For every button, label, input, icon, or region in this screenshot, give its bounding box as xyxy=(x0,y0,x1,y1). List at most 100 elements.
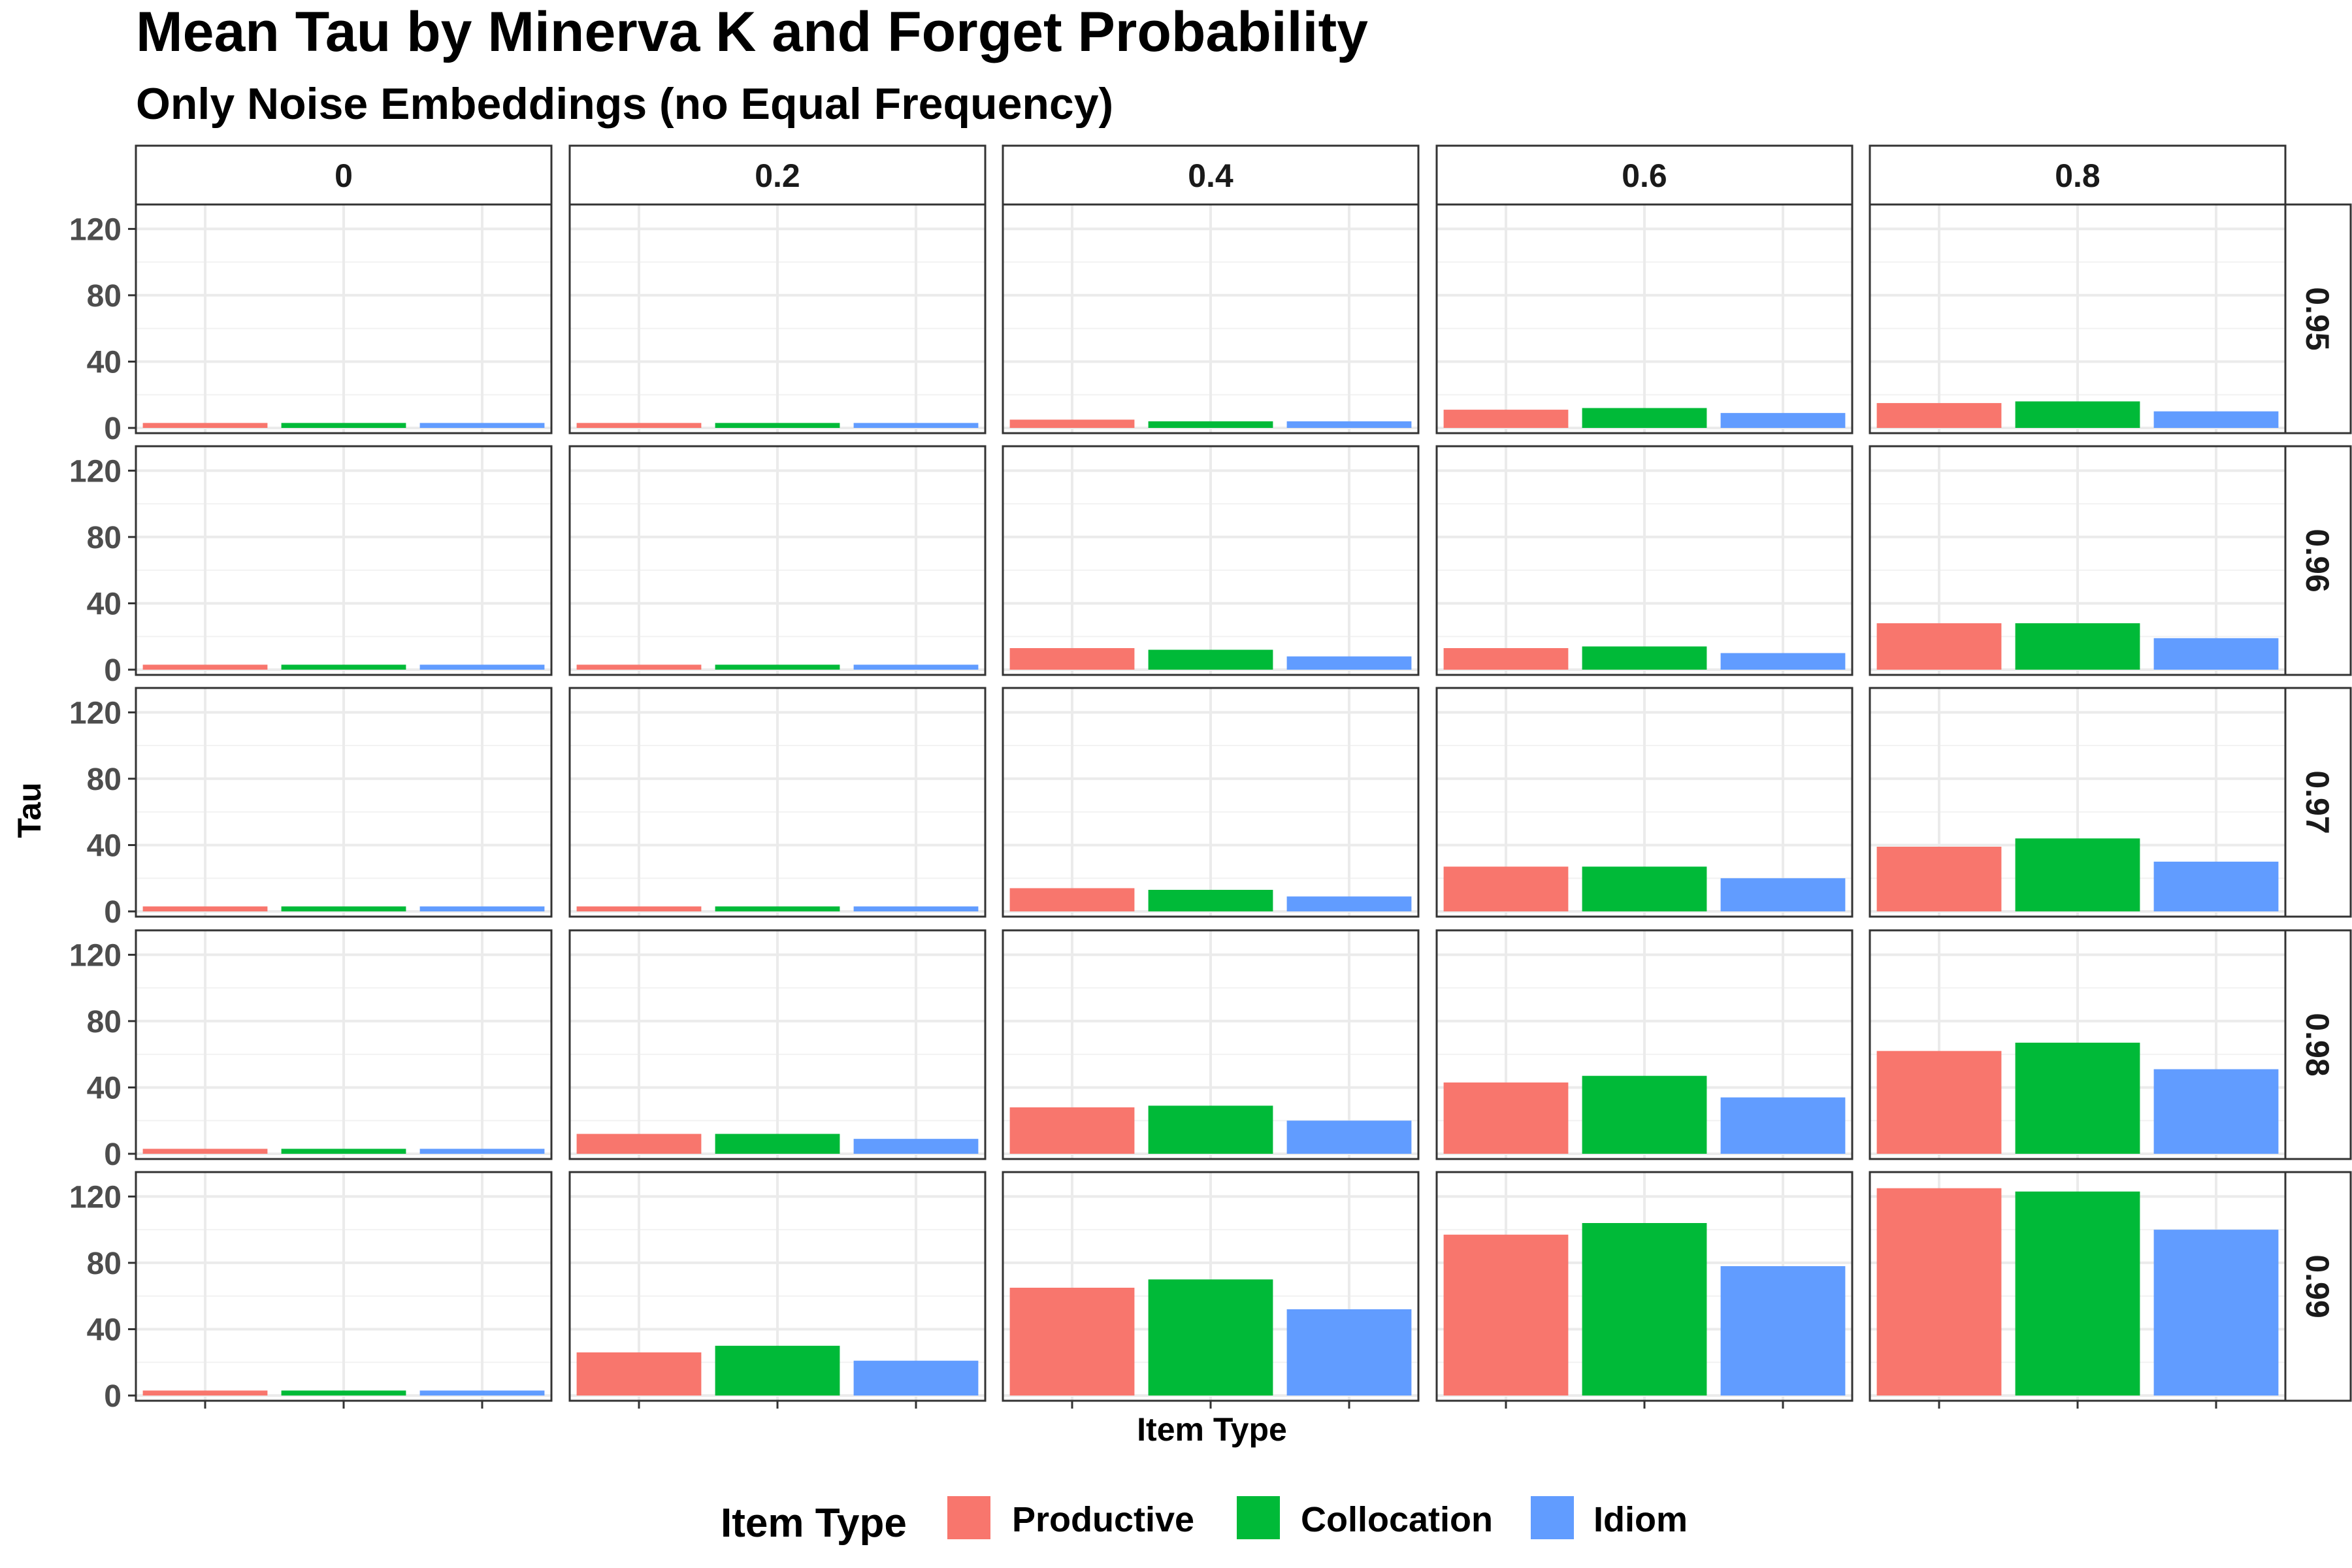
bar-collocation xyxy=(2015,1191,2140,1396)
bar-productive xyxy=(1009,1288,1135,1396)
bar-idiom xyxy=(1720,878,1846,911)
bar-productive xyxy=(1009,648,1135,670)
y-axis-title: Tau xyxy=(11,782,48,838)
row-strip-label: 0.95 xyxy=(2299,287,2336,350)
facet-panel xyxy=(1869,445,2287,676)
facet-panel xyxy=(135,687,553,918)
bar-productive xyxy=(1443,1082,1569,1154)
facet-panel xyxy=(1435,1171,1854,1402)
panel-border xyxy=(1002,445,1420,676)
row-strip-label: 0.96 xyxy=(2299,529,2336,592)
bar-productive xyxy=(142,1149,268,1154)
y-tick-label: 120 xyxy=(69,454,122,489)
column-strip-label: 0.2 xyxy=(755,157,800,194)
column-strip-label: 0.8 xyxy=(2055,157,2100,194)
legend-key-productive xyxy=(947,1496,990,1539)
panel-border xyxy=(135,203,553,434)
bar-idiom xyxy=(419,906,545,911)
bar-productive xyxy=(142,1390,268,1396)
bar-productive xyxy=(576,1134,702,1154)
panel-border xyxy=(135,687,553,918)
y-tick-label: 120 xyxy=(69,938,122,973)
facet-panel xyxy=(135,1171,553,1402)
facet-panel xyxy=(1869,203,2287,434)
row-strip: 0.97 xyxy=(2284,687,2352,918)
bar-collocation xyxy=(715,423,840,428)
bar-collocation xyxy=(715,906,840,911)
column-strip: 0.6 xyxy=(1435,144,1854,206)
row-strip: 0.98 xyxy=(2284,929,2352,1160)
panel-border xyxy=(568,445,987,676)
panel-border xyxy=(1435,929,1854,1160)
bar-idiom xyxy=(1286,421,1412,428)
bar-idiom xyxy=(1286,656,1412,670)
panel-border xyxy=(568,929,987,1160)
bar-collocation xyxy=(1582,1075,1707,1154)
bar-productive xyxy=(1009,888,1135,911)
facet-panel xyxy=(568,1171,987,1402)
panel-border xyxy=(1002,203,1420,434)
bar-collocation xyxy=(1582,408,1707,428)
y-tick-label: 40 xyxy=(87,1071,122,1105)
bar-productive xyxy=(1443,648,1569,670)
panel-border xyxy=(1869,1171,2287,1402)
facet-panel xyxy=(1869,929,2287,1160)
panel-border xyxy=(568,687,987,918)
bar-productive xyxy=(1876,1051,2002,1154)
facet-panel xyxy=(568,203,987,434)
column-strip-label: 0.6 xyxy=(1622,157,1667,194)
panel-border xyxy=(1435,687,1854,918)
panel-border xyxy=(1869,445,2287,676)
facet-panel xyxy=(1435,687,1854,918)
bar-idiom xyxy=(1720,1097,1846,1154)
bar-collocation xyxy=(281,1149,406,1154)
facet-panel xyxy=(135,929,553,1160)
column-strip: 0.8 xyxy=(1869,144,2287,206)
facet-panel xyxy=(1435,929,1854,1160)
panel-border xyxy=(1435,203,1854,434)
y-tick-label: 120 xyxy=(69,1180,122,1215)
bar-idiom xyxy=(853,423,979,428)
row-strip-box xyxy=(2284,1171,2352,1402)
y-tick-label: 40 xyxy=(87,1313,122,1347)
bar-collocation xyxy=(715,1134,840,1154)
facet-panels: 0 0.2 0.4 0.6 0.8 0.95 0.96 0.97 0.98 0.99 0 40 80 12… xyxy=(69,144,2352,1414)
bar-productive xyxy=(1443,410,1569,428)
bar-collocation xyxy=(281,423,406,428)
chart-subtitle: Only Noise Embeddings (no Equal Frequenc… xyxy=(136,79,1113,129)
facet-panel xyxy=(1002,203,1420,434)
column-strip-box xyxy=(1002,144,1420,206)
facet-panel xyxy=(568,929,987,1160)
bar-idiom xyxy=(853,906,979,911)
bar-collocation xyxy=(1148,890,1273,911)
column-strip-box xyxy=(135,144,553,206)
bar-collocation xyxy=(2015,623,2140,670)
facet-panel xyxy=(568,687,987,918)
bar-collocation xyxy=(1148,1279,1273,1396)
bar-idiom xyxy=(2153,411,2279,428)
bar-idiom xyxy=(2153,1069,2279,1154)
bar-idiom xyxy=(419,664,545,670)
bar-productive xyxy=(576,664,702,670)
bar-productive xyxy=(1876,402,2002,428)
legend-label: Collocation xyxy=(1301,1500,1493,1539)
bar-idiom xyxy=(2153,861,2279,911)
panel-border xyxy=(1002,929,1420,1160)
bar-collocation xyxy=(715,1345,840,1396)
facet-panel xyxy=(1002,687,1420,918)
y-tick-label: 0 xyxy=(104,1379,122,1414)
bar-collocation xyxy=(1148,421,1273,428)
panel-border xyxy=(135,1171,553,1402)
y-tick-label: 80 xyxy=(87,279,122,314)
row-strip-label: 0.99 xyxy=(2299,1254,2336,1318)
bar-productive xyxy=(1876,1188,2002,1396)
panel-border xyxy=(1869,687,2287,918)
row-strip-label: 0.97 xyxy=(2299,770,2336,834)
row-strip-box xyxy=(2284,445,2352,676)
panel-border xyxy=(1869,929,2287,1160)
row-strip: 0.96 xyxy=(2284,445,2352,676)
bar-idiom xyxy=(853,1139,979,1154)
bar-productive xyxy=(142,423,268,428)
bar-collocation xyxy=(715,664,840,670)
